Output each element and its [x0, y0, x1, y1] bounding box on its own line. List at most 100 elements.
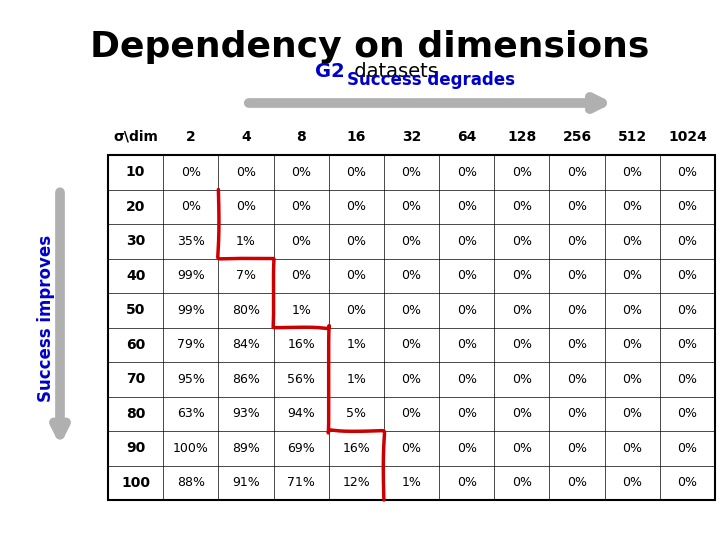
- Text: 0%: 0%: [622, 338, 642, 351]
- Text: 94%: 94%: [287, 407, 315, 420]
- Text: 100: 100: [121, 476, 150, 490]
- Text: 0%: 0%: [678, 235, 698, 248]
- Text: 91%: 91%: [232, 476, 260, 489]
- Text: 0%: 0%: [622, 373, 642, 386]
- Text: 0%: 0%: [236, 166, 256, 179]
- Text: 63%: 63%: [177, 407, 204, 420]
- Text: 0%: 0%: [678, 476, 698, 489]
- Text: 0%: 0%: [567, 200, 587, 213]
- Text: 0%: 0%: [622, 269, 642, 282]
- Text: 0%: 0%: [622, 235, 642, 248]
- Text: 20: 20: [126, 200, 145, 214]
- Text: 0%: 0%: [622, 442, 642, 455]
- Text: 0%: 0%: [402, 166, 421, 179]
- Text: 12%: 12%: [343, 476, 370, 489]
- Text: 16: 16: [346, 130, 366, 144]
- Text: 0%: 0%: [456, 235, 477, 248]
- Text: 0%: 0%: [678, 373, 698, 386]
- Text: 0%: 0%: [402, 373, 421, 386]
- Text: 0%: 0%: [291, 200, 311, 213]
- Text: 0%: 0%: [512, 269, 532, 282]
- Text: 8: 8: [296, 130, 306, 144]
- Text: 0%: 0%: [512, 338, 532, 351]
- Text: 0%: 0%: [456, 338, 477, 351]
- Text: 16%: 16%: [343, 442, 370, 455]
- Text: 0%: 0%: [291, 235, 311, 248]
- Text: 0%: 0%: [346, 303, 366, 317]
- Text: 86%: 86%: [232, 373, 260, 386]
- Text: 128: 128: [507, 130, 536, 144]
- Text: 64: 64: [457, 130, 477, 144]
- Text: 0%: 0%: [456, 166, 477, 179]
- Text: 0%: 0%: [678, 442, 698, 455]
- Text: G2: G2: [315, 62, 345, 81]
- Text: 0%: 0%: [567, 476, 587, 489]
- Text: 0%: 0%: [512, 407, 532, 420]
- Text: 0%: 0%: [678, 407, 698, 420]
- Text: Success degrades: Success degrades: [347, 71, 515, 89]
- Text: 1%: 1%: [236, 235, 256, 248]
- Text: 0%: 0%: [456, 442, 477, 455]
- Text: 0%: 0%: [622, 166, 642, 179]
- Text: 0%: 0%: [567, 303, 587, 317]
- Text: 56%: 56%: [287, 373, 315, 386]
- Text: 0%: 0%: [291, 166, 311, 179]
- Text: 0%: 0%: [346, 200, 366, 213]
- Text: 0%: 0%: [402, 407, 421, 420]
- Text: 1024: 1024: [668, 130, 707, 144]
- Text: 60: 60: [126, 338, 145, 352]
- Text: 0%: 0%: [678, 269, 698, 282]
- Text: 90: 90: [126, 441, 145, 455]
- Text: 0%: 0%: [456, 200, 477, 213]
- Text: 0%: 0%: [567, 338, 587, 351]
- Text: 99%: 99%: [177, 303, 204, 317]
- Bar: [108, 155, 715, 500]
- Text: 32: 32: [402, 130, 421, 144]
- Text: 0%: 0%: [622, 476, 642, 489]
- Text: 35%: 35%: [177, 235, 204, 248]
- Text: 0%: 0%: [402, 269, 421, 282]
- Text: 0%: 0%: [456, 407, 477, 420]
- Text: 0%: 0%: [456, 476, 477, 489]
- Text: 1%: 1%: [402, 476, 421, 489]
- Text: 0%: 0%: [181, 200, 201, 213]
- Text: 256: 256: [562, 130, 592, 144]
- Text: 0%: 0%: [622, 303, 642, 317]
- Text: 0%: 0%: [512, 166, 532, 179]
- Text: 0%: 0%: [567, 407, 587, 420]
- Text: 0%: 0%: [181, 166, 201, 179]
- Text: 0%: 0%: [512, 442, 532, 455]
- Text: 0%: 0%: [402, 338, 421, 351]
- Text: 89%: 89%: [232, 442, 260, 455]
- Text: 0%: 0%: [567, 269, 587, 282]
- Text: 95%: 95%: [177, 373, 204, 386]
- Text: 1%: 1%: [346, 338, 366, 351]
- Text: 30: 30: [126, 234, 145, 248]
- Text: 40: 40: [126, 269, 145, 283]
- Text: 0%: 0%: [402, 303, 421, 317]
- Text: 0%: 0%: [346, 235, 366, 248]
- Text: 0%: 0%: [402, 235, 421, 248]
- Text: 0%: 0%: [512, 235, 532, 248]
- Text: 0%: 0%: [678, 166, 698, 179]
- Text: 0%: 0%: [567, 373, 587, 386]
- Text: 0%: 0%: [512, 200, 532, 213]
- Text: 0%: 0%: [456, 373, 477, 386]
- Text: 5%: 5%: [346, 407, 366, 420]
- Text: 16%: 16%: [287, 338, 315, 351]
- Text: Success improves: Success improves: [37, 235, 55, 402]
- Text: 0%: 0%: [346, 269, 366, 282]
- Text: 0%: 0%: [567, 442, 587, 455]
- Text: 7%: 7%: [236, 269, 256, 282]
- Text: 69%: 69%: [287, 442, 315, 455]
- Text: 71%: 71%: [287, 476, 315, 489]
- Text: 0%: 0%: [236, 200, 256, 213]
- Text: 80%: 80%: [232, 303, 260, 317]
- Text: 10: 10: [126, 165, 145, 179]
- Text: 0%: 0%: [512, 373, 532, 386]
- Text: 50: 50: [126, 303, 145, 317]
- Text: 0%: 0%: [346, 166, 366, 179]
- Text: 0%: 0%: [402, 200, 421, 213]
- Text: 88%: 88%: [177, 476, 204, 489]
- Text: 0%: 0%: [622, 407, 642, 420]
